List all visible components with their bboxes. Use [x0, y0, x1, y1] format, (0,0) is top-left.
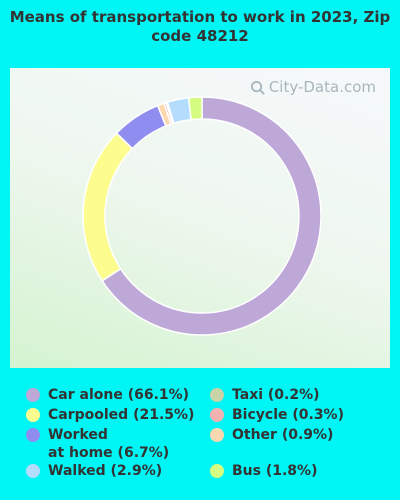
legend-item-car-alone: Car alone (66.1%): [26, 386, 189, 404]
legend-item-bus: Bus (1.8%): [210, 462, 317, 480]
slice-bus: [187, 96, 203, 121]
legend-swatch-car-alone: [26, 388, 40, 402]
legend-item-taxi: Taxi (0.2%): [210, 386, 320, 404]
legend-label-bus: Bus (1.8%): [232, 463, 318, 479]
legend-label-taxi: Taxi (0.2%): [232, 387, 320, 403]
legend-swatch-bicycle: [210, 408, 224, 422]
watermark-text: City-Data.com: [268, 78, 376, 96]
magnifier-icon: [250, 80, 265, 95]
legend-swatch-other: [210, 428, 224, 442]
donut-chart: [82, 96, 322, 336]
legend-swatch-walked: [26, 464, 40, 478]
legend-item-bicycle: Bicycle (0.3%): [210, 406, 344, 424]
legend-swatch-taxi: [210, 388, 224, 402]
slice-car-alone: [101, 96, 322, 336]
legend-label-worked-at-home: Worked at home (6.7%): [48, 427, 170, 461]
legend-item-carpooled: Carpooled (21.5%): [26, 406, 194, 424]
watermark: City-Data.com: [250, 78, 376, 96]
plot-area: City-Data.com: [10, 68, 390, 368]
legend-swatch-worked-at-home: [26, 428, 40, 442]
legend-item-other: Other (0.9%): [210, 426, 333, 444]
legend-item-worked-at-home: Worked at home (6.7%): [26, 426, 169, 462]
legend-item-walked: Walked (2.9%): [26, 462, 162, 480]
legend-swatch-carpooled: [26, 408, 40, 422]
legend-label-car-alone: Car alone (66.1%): [48, 387, 190, 403]
legend-label-other: Other (0.9%): [232, 427, 334, 443]
slice-carpooled: [82, 132, 134, 282]
legend-label-bicycle: Bicycle (0.3%): [232, 407, 344, 423]
legend-label-carpooled: Carpooled (21.5%): [48, 407, 195, 423]
legend-swatch-bus: [210, 464, 224, 478]
legend-label-walked: Walked (2.9%): [48, 463, 163, 479]
chart-title: Means of transportation to work in 2023,…: [9, 8, 391, 45]
